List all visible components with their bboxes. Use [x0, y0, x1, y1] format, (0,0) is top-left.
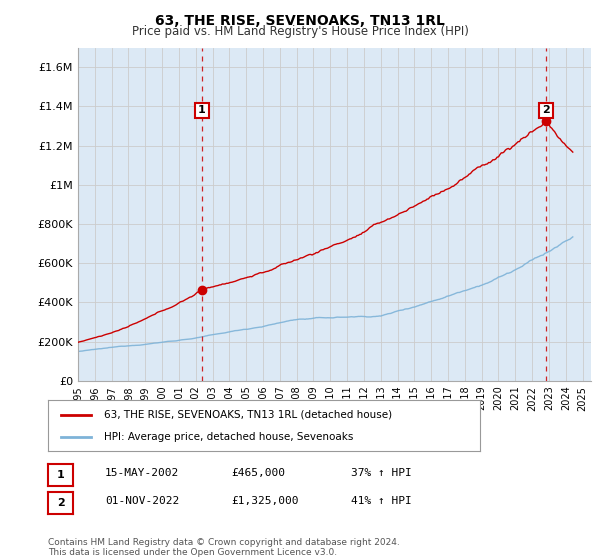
Text: 2: 2: [542, 105, 550, 115]
Text: 15-MAY-2002: 15-MAY-2002: [105, 468, 179, 478]
Text: 63, THE RISE, SEVENOAKS, TN13 1RL (detached house): 63, THE RISE, SEVENOAKS, TN13 1RL (detac…: [104, 409, 392, 419]
Text: £465,000: £465,000: [231, 468, 285, 478]
Text: Contains HM Land Registry data © Crown copyright and database right 2024.
This d: Contains HM Land Registry data © Crown c…: [48, 538, 400, 557]
Text: 01-NOV-2022: 01-NOV-2022: [105, 496, 179, 506]
Text: Price paid vs. HM Land Registry's House Price Index (HPI): Price paid vs. HM Land Registry's House …: [131, 25, 469, 38]
Text: 63, THE RISE, SEVENOAKS, TN13 1RL: 63, THE RISE, SEVENOAKS, TN13 1RL: [155, 14, 445, 28]
Text: 1: 1: [198, 105, 206, 115]
Text: 2: 2: [57, 498, 64, 508]
Text: HPI: Average price, detached house, Sevenoaks: HPI: Average price, detached house, Seve…: [104, 432, 353, 442]
Text: 37% ↑ HPI: 37% ↑ HPI: [351, 468, 412, 478]
Text: 41% ↑ HPI: 41% ↑ HPI: [351, 496, 412, 506]
Text: 1: 1: [57, 470, 64, 480]
Text: £1,325,000: £1,325,000: [231, 496, 299, 506]
